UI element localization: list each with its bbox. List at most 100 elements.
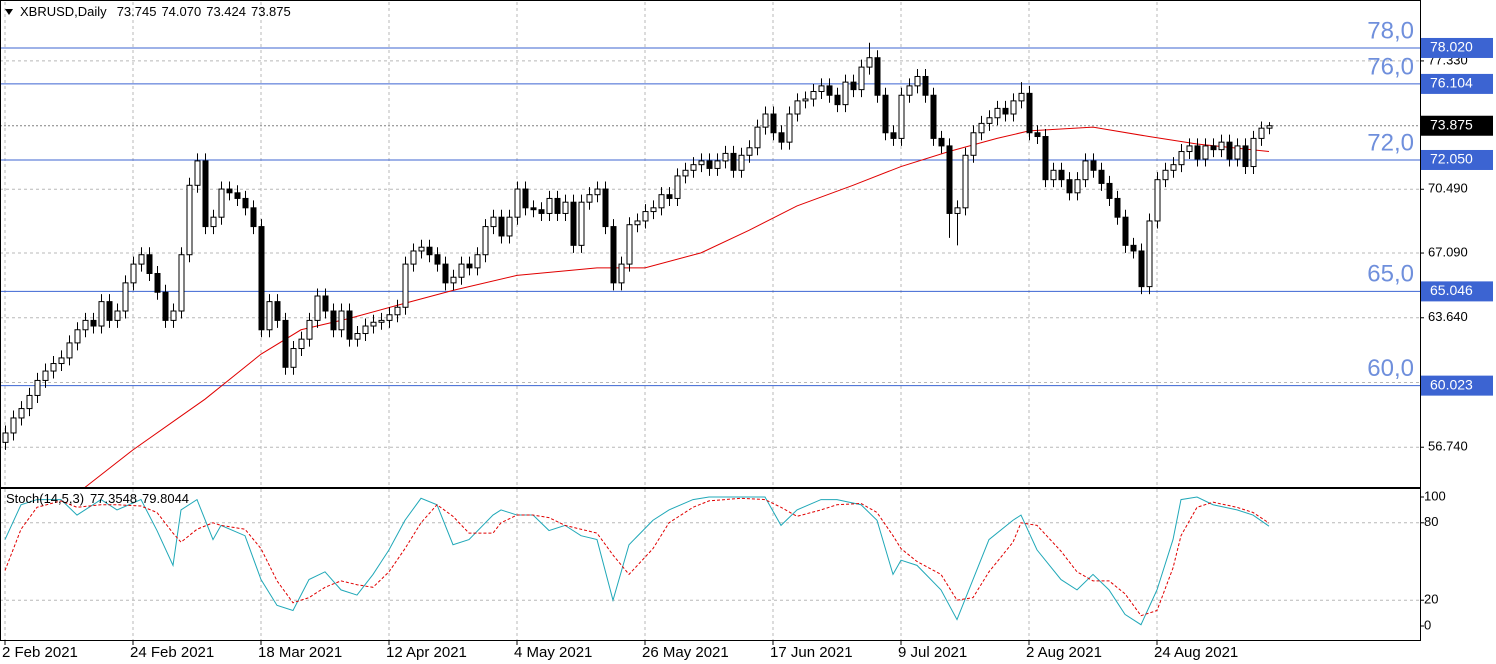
candle-down [1242, 145, 1249, 168]
candle-up [1074, 179, 1081, 194]
x-tick-label: 4 May 2021 [514, 644, 592, 661]
chart-header: XBRUSD,Daily 73.745 74.070 73.424 73.875 [20, 4, 291, 19]
candle-up [746, 147, 753, 156]
level-label: 78.020 [1430, 39, 1473, 55]
level-text: 65,0 [1367, 261, 1414, 288]
moving-average [84, 126, 1270, 488]
candle-up [1162, 169, 1169, 181]
candle-up [474, 254, 481, 269]
x-tick-label: 17 Jun 2021 [770, 644, 853, 661]
candle-up [42, 370, 49, 381]
level-text: 60,0 [1367, 355, 1414, 382]
candle-down [234, 192, 241, 199]
candle-down [346, 310, 353, 340]
candle-up [194, 160, 201, 186]
candle-up [1186, 145, 1193, 153]
candle-down [850, 81, 857, 91]
level-label: 72.050 [1430, 151, 1473, 167]
candle-up [314, 295, 321, 321]
candle-up [962, 154, 969, 209]
candle-up [1010, 100, 1017, 115]
x-tick-label: 26 May 2021 [642, 644, 729, 661]
candle-up [978, 122, 985, 134]
candle-down [154, 272, 161, 293]
candle-up [674, 175, 681, 199]
candle-up [122, 282, 129, 312]
candle-up [266, 301, 273, 331]
candle-up [50, 363, 57, 372]
candle-up [1234, 145, 1241, 160]
candle-down [1130, 244, 1137, 252]
candle-up [1154, 179, 1161, 222]
level-text: 72,0 [1367, 129, 1414, 156]
candle-down [1034, 132, 1041, 138]
price-box [1421, 115, 1493, 136]
candle-down [826, 85, 833, 96]
candle-up [986, 117, 993, 124]
candle-down [946, 145, 953, 214]
candle-down [498, 216, 505, 237]
grid [0, 2, 1420, 640]
candle-up [858, 66, 865, 91]
candle-up [650, 207, 657, 213]
candle-down [1106, 182, 1113, 199]
candle-up [1258, 127, 1265, 139]
price-label: 73.875 [1430, 116, 1473, 132]
candle-up [138, 254, 145, 265]
candle-up [682, 169, 689, 177]
candle-down [938, 137, 945, 147]
candle-down [426, 246, 433, 256]
menu-arrow[interactable] [5, 9, 13, 15]
indicator-line [4, 496, 1270, 626]
candle-down [610, 226, 617, 284]
candle-down [242, 197, 249, 209]
candle-up [178, 254, 185, 312]
candle-down [1098, 169, 1105, 184]
candle-down [538, 209, 545, 214]
candle-up [66, 342, 73, 359]
candle-down [874, 57, 881, 96]
level-label: 76.104 [1430, 75, 1473, 91]
x-tick-label: 24 Aug 2021 [1154, 644, 1238, 661]
candle-up [186, 184, 193, 256]
candle-up [698, 160, 705, 166]
candle-down [442, 263, 449, 284]
level-text: 76,0 [1367, 53, 1414, 80]
candle-down [1058, 169, 1065, 181]
y-tick-label: 80 [1424, 514, 1438, 529]
candle-down [322, 295, 329, 312]
candle-up [1178, 151, 1185, 166]
candle-down [1194, 145, 1201, 160]
candle-down [730, 152, 737, 171]
candle-down [778, 132, 785, 143]
candle-down [466, 263, 473, 269]
quote-low: 73.424 [206, 4, 246, 19]
candle-up [114, 310, 121, 321]
candle-up [794, 100, 801, 115]
candle-up [738, 154, 745, 171]
candle-down [282, 319, 289, 368]
candle-up [18, 408, 25, 419]
x-tick-label: 2 Feb 2021 [2, 644, 78, 661]
candle-down [1042, 136, 1049, 181]
candle-down [1210, 145, 1217, 151]
candle-down [1026, 92, 1033, 134]
level-label: 60.023 [1430, 376, 1473, 392]
candle-up [490, 216, 497, 228]
candle-up [618, 263, 625, 284]
candle-down [930, 94, 937, 139]
quote-close: 73.875 [251, 4, 291, 19]
quote-high: 74.070 [161, 4, 201, 19]
candle-up [306, 319, 313, 340]
candle-up [130, 263, 137, 284]
y-tick-label: 20 [1424, 592, 1438, 607]
candle-up [394, 306, 401, 316]
candle-up [418, 246, 425, 252]
candle-up [810, 90, 817, 100]
candle-up [1250, 137, 1257, 168]
candle-up [562, 201, 569, 214]
candle-down [570, 201, 577, 246]
candle-up [626, 224, 633, 265]
candle-down [770, 113, 777, 134]
